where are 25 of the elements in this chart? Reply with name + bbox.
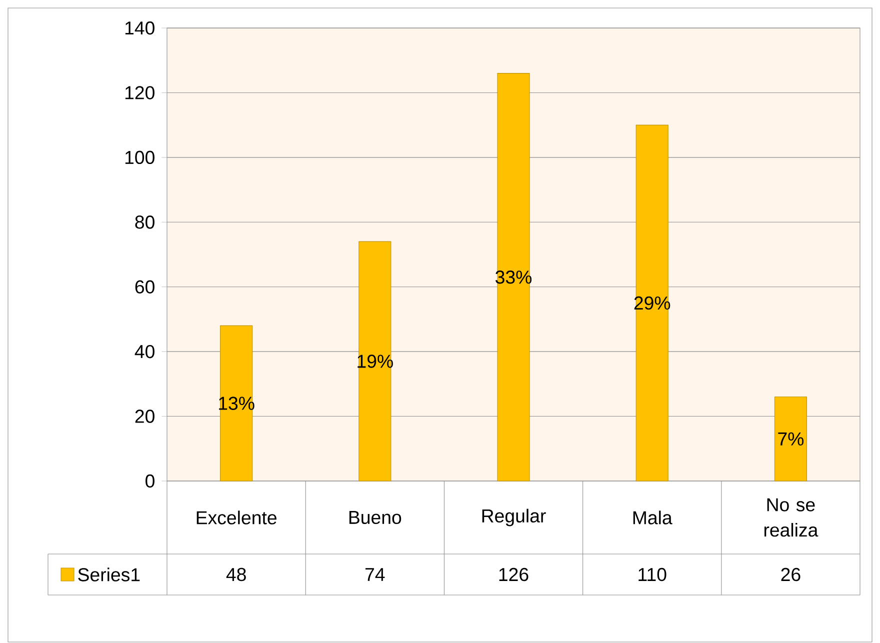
data-label: 126 <box>499 568 528 582</box>
data-label: 110 <box>638 568 666 582</box>
annotation: 7% <box>778 432 804 446</box>
bar <box>358 241 392 482</box>
y-tick-label: 0 <box>146 474 154 488</box>
y-tick-label: 60 <box>135 280 154 294</box>
data-label: 74 <box>365 568 385 581</box>
bar <box>220 325 253 482</box>
y-tick-label: 140 <box>125 21 154 35</box>
y-tick-label: 20 <box>135 410 154 423</box>
bar <box>774 396 807 482</box>
data-label: 26 <box>781 568 800 582</box>
x-tick-label: Excelente <box>196 510 276 524</box>
x-tick-label: No se realiza <box>764 498 818 537</box>
y-tick-label: 100 <box>125 150 154 164</box>
y-tick-label: 80 <box>135 216 154 229</box>
x-tick-label: Bueno <box>349 510 402 524</box>
bar <box>636 124 668 482</box>
y-tick-label: 40 <box>134 344 154 358</box>
x-tick-label: Mala <box>633 510 672 524</box>
legend-label: Series1 <box>78 568 140 582</box>
y-tick-label: 120 <box>125 86 154 100</box>
x-tick-label: Regular <box>482 508 546 526</box>
bar <box>497 73 530 482</box>
data-label: 48 <box>226 568 246 582</box>
